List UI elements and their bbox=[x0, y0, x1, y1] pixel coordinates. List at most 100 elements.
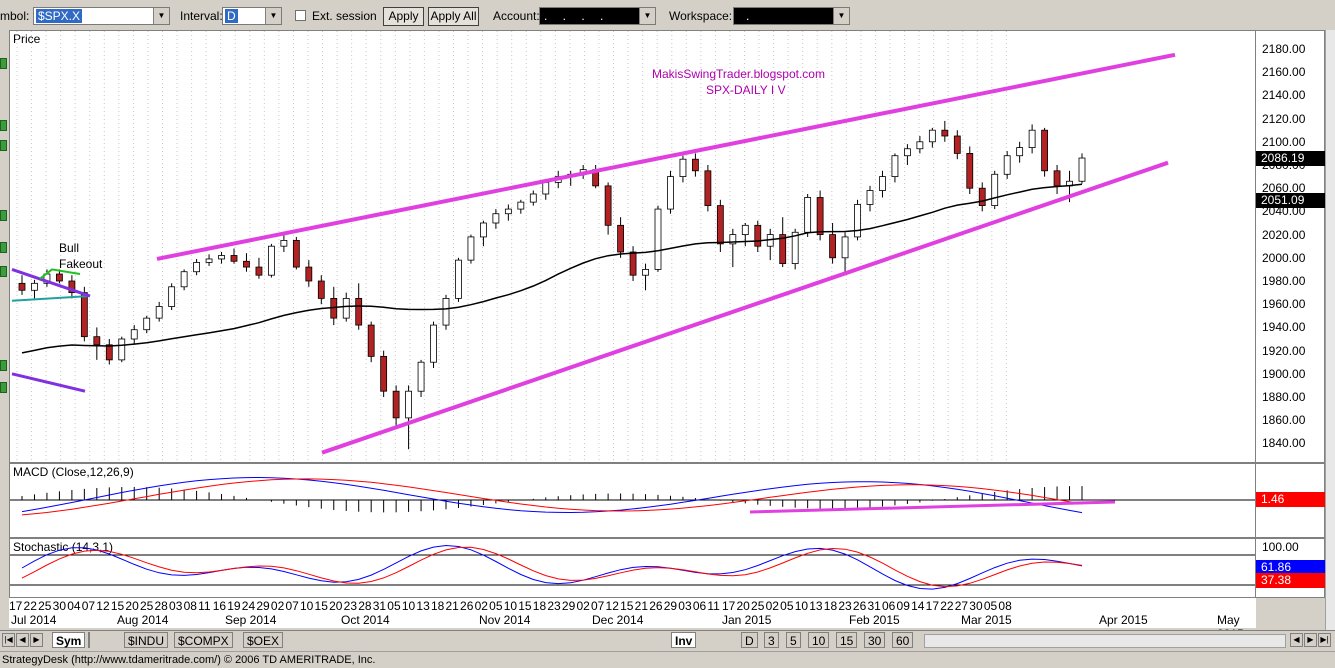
tab-interval-10[interactable]: 10 bbox=[808, 632, 830, 648]
last-price-label: 2086.19 bbox=[1256, 151, 1325, 166]
candle-body bbox=[1016, 147, 1024, 157]
date-day-label: 31 bbox=[372, 599, 387, 613]
horizontal-scrollbar[interactable] bbox=[924, 634, 1286, 648]
fakeout-triangle-line bbox=[39, 268, 81, 280]
date-day-label: 26 bbox=[460, 599, 474, 613]
candle-body bbox=[56, 273, 63, 282]
candle-body bbox=[317, 280, 325, 299]
date-day-label: 17 bbox=[9, 599, 23, 613]
apply-all-button[interactable]: Apply All bbox=[428, 7, 479, 26]
tool-icon[interactable] bbox=[0, 120, 7, 131]
candle-body bbox=[754, 224, 762, 247]
chevron-down-icon[interactable]: ▼ bbox=[153, 8, 169, 24]
date-day-label: 13 bbox=[809, 599, 823, 613]
tab-interval-d[interactable]: D bbox=[741, 632, 758, 648]
tab-separator bbox=[88, 632, 90, 648]
chevron-down-icon[interactable]: ▼ bbox=[265, 8, 281, 24]
ext-session-checkbox[interactable] bbox=[295, 10, 306, 21]
date-day-label: 31 bbox=[867, 599, 881, 613]
tool-icon[interactable] bbox=[0, 360, 7, 371]
date-month-label: Mar 2015 bbox=[961, 613, 1012, 627]
candle-body bbox=[442, 297, 450, 326]
tool-icon[interactable] bbox=[0, 210, 7, 221]
date-day-label: 11 bbox=[198, 599, 211, 613]
account-combo[interactable]: . . . . ▼ bbox=[539, 7, 656, 25]
tab-interval-30[interactable]: 30 bbox=[864, 632, 886, 648]
macd-signal-line bbox=[21, 478, 1083, 516]
tab-interval-15[interactable]: 15 bbox=[836, 632, 858, 648]
scroll-last-icon[interactable]: ▶| bbox=[1318, 633, 1331, 647]
price-tick-label: 2020.00 bbox=[1262, 227, 1306, 242]
candle-body bbox=[230, 255, 238, 262]
candle-body bbox=[804, 197, 812, 233]
tab-sym[interactable]: Sym bbox=[52, 632, 86, 648]
scroll-left-icon[interactable]: ◀ bbox=[16, 633, 29, 647]
candle-body bbox=[1053, 170, 1061, 187]
date-day-label: 21 bbox=[634, 599, 648, 613]
date-day-label: 21 bbox=[445, 599, 459, 613]
symbol-value: $SPX.X bbox=[36, 9, 83, 23]
scroll-first-icon[interactable]: |◀ bbox=[2, 633, 15, 647]
date-day-label: 23 bbox=[343, 599, 357, 613]
scroll-right-icon[interactable]: ▶ bbox=[30, 633, 43, 647]
stochastic-k-label: 61.86 bbox=[1256, 560, 1325, 575]
date-day-label: 25 bbox=[751, 599, 765, 613]
workspace-combo[interactable]: . ▼ bbox=[733, 7, 850, 25]
candle-body bbox=[292, 239, 300, 268]
date-day-label: 15 bbox=[518, 599, 532, 613]
tab-interval-60[interactable]: 60 bbox=[892, 632, 914, 648]
chevron-down-icon[interactable]: ▼ bbox=[833, 8, 849, 24]
candle-body bbox=[791, 231, 799, 264]
date-day-label: 12 bbox=[605, 599, 619, 613]
scroll-left-icon[interactable]: ◀ bbox=[1290, 633, 1303, 647]
date-day-label: 17 bbox=[925, 599, 939, 613]
date-month-label: Oct 2014 bbox=[341, 613, 390, 627]
date-day-label: 15 bbox=[110, 599, 125, 613]
candle-body bbox=[916, 141, 924, 150]
apply-button[interactable]: Apply bbox=[383, 7, 424, 26]
date-day-label: 18 bbox=[532, 599, 547, 613]
right-scrollbar[interactable] bbox=[1325, 30, 1335, 630]
candle-body bbox=[991, 173, 999, 206]
candle-body bbox=[180, 271, 188, 288]
date-day-label: 29 bbox=[256, 599, 270, 613]
tool-icon[interactable] bbox=[0, 58, 7, 69]
price-tick-label: 2120.00 bbox=[1262, 111, 1306, 126]
tab-symbol-1[interactable]: $COMPX bbox=[174, 632, 233, 648]
tab-symbol-0[interactable]: $INDU bbox=[124, 632, 169, 648]
tool-icon[interactable] bbox=[0, 242, 7, 253]
tool-icon[interactable] bbox=[0, 266, 7, 277]
date-day-label: 05 bbox=[489, 599, 503, 613]
candle-body bbox=[105, 344, 113, 361]
stochastic-top-tick: 100.00 bbox=[1262, 540, 1299, 554]
toolbar: mbol: $SPX.X ▼ Interval: D ▼ Ext. sessio… bbox=[0, 0, 1335, 31]
candle-body bbox=[268, 245, 275, 276]
candle-body bbox=[68, 280, 76, 294]
tab-symbol-2[interactable]: $OEX bbox=[243, 632, 284, 648]
price-tick-label: 1980.00 bbox=[1262, 274, 1306, 288]
price-tick-label: 2060.00 bbox=[1262, 181, 1306, 196]
date-day-label: 08 bbox=[183, 599, 197, 613]
candle-body bbox=[642, 268, 649, 276]
chevron-down-icon[interactable]: ▼ bbox=[639, 8, 655, 24]
date-day-label: 06 bbox=[882, 599, 896, 613]
candle-body bbox=[891, 155, 899, 178]
date-day-label: 05 bbox=[387, 599, 401, 613]
tab-interval-3[interactable]: 3 bbox=[764, 632, 779, 648]
tool-icon[interactable] bbox=[0, 382, 7, 393]
date-day-label: 22 bbox=[940, 599, 954, 613]
tab-inv[interactable]: Inv bbox=[671, 632, 697, 648]
tab-interval-5[interactable]: 5 bbox=[786, 632, 801, 648]
scroll-right-icon[interactable]: ▶ bbox=[1304, 633, 1317, 647]
date-day-label: 24 bbox=[241, 599, 256, 613]
interval-combo[interactable]: D ▼ bbox=[222, 7, 282, 25]
workspace-value: . bbox=[746, 9, 750, 23]
date-day-label: 15 bbox=[314, 599, 328, 613]
candle-body bbox=[380, 355, 388, 392]
price-tick-label: 2180.00 bbox=[1262, 42, 1306, 56]
candle-body bbox=[130, 329, 138, 340]
date-day-label: 05 bbox=[983, 599, 998, 613]
candle-body bbox=[1078, 157, 1086, 182]
tool-icon[interactable] bbox=[0, 140, 7, 151]
symbol-combo[interactable]: $SPX.X ▼ bbox=[33, 7, 170, 25]
